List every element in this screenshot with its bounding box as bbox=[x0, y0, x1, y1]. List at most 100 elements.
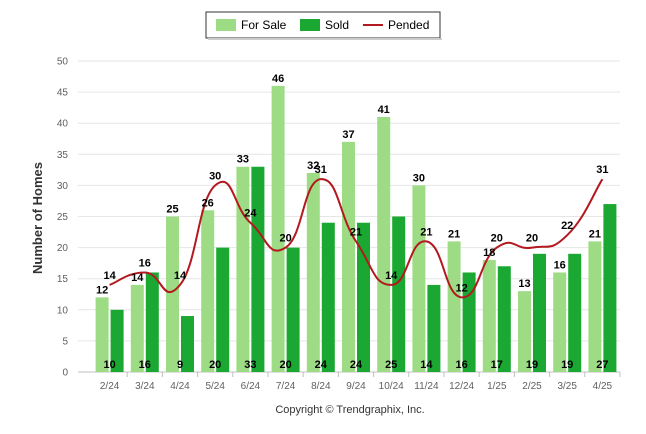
data-label-sold: 33 bbox=[244, 359, 256, 371]
bar-sold[interactable] bbox=[286, 247, 300, 372]
data-label-sold: 9 bbox=[177, 359, 183, 371]
x-axis-ticks: 2/24 3/24 4/24 5/24 6/24 7/24 8/24 9/24 10/24 11/… bbox=[100, 372, 621, 392]
bar-sold[interactable] bbox=[321, 222, 335, 372]
y-tick-label: 50 bbox=[57, 57, 69, 68]
data-label-pended: 24 bbox=[244, 208, 257, 220]
y-tick-label: 20 bbox=[57, 243, 69, 254]
bar-sold[interactable] bbox=[110, 309, 124, 372]
y-tick-label: 30 bbox=[57, 181, 69, 192]
data-label-for-sale: 26 bbox=[202, 197, 214, 209]
data-label-sold: 20 bbox=[279, 359, 291, 371]
x-tick-label: 4/25 bbox=[593, 381, 613, 392]
x-tick-label: 12/24 bbox=[449, 381, 474, 392]
data-label-pended: 20 bbox=[279, 233, 291, 245]
data-label-sold: 16 bbox=[455, 359, 467, 371]
bar-sold[interactable] bbox=[145, 272, 159, 372]
data-label-pended: 14 bbox=[103, 270, 116, 282]
data-label-sold: 10 bbox=[103, 359, 115, 371]
x-tick-label: 9/24 bbox=[346, 381, 366, 392]
pended-line bbox=[109, 178, 604, 299]
bar-sold[interactable] bbox=[603, 204, 617, 372]
data-label-for-sale: 32 bbox=[307, 160, 319, 172]
pended-series-line[interactable] bbox=[109, 178, 604, 299]
data-label-for-sale: 33 bbox=[237, 154, 249, 166]
data-label-for-sale: 30 bbox=[413, 172, 425, 184]
bar-for-sale[interactable] bbox=[130, 284, 144, 372]
y-tick-label: 25 bbox=[57, 212, 69, 223]
bar-sold[interactable] bbox=[392, 216, 406, 373]
data-label-sold: 24 bbox=[315, 359, 328, 371]
data-label-pended: 14 bbox=[174, 270, 187, 282]
legend-label-for-sale[interactable]: For Sale bbox=[241, 18, 287, 32]
data-label-pended: 20 bbox=[526, 233, 538, 245]
data-label-for-sale: 14 bbox=[131, 272, 144, 284]
bar-sold[interactable] bbox=[181, 316, 194, 372]
bar-for-sale[interactable] bbox=[377, 116, 391, 372]
y-tick-label: 15 bbox=[57, 274, 69, 285]
legend-box-shadow bbox=[208, 38, 442, 40]
bar-sold[interactable] bbox=[216, 247, 230, 372]
x-tick-label: 8/24 bbox=[311, 381, 331, 392]
y-tick-label: 35 bbox=[57, 150, 69, 161]
y-axis-label: Number of Homes bbox=[30, 162, 45, 274]
bar-sold[interactable] bbox=[427, 284, 441, 372]
data-label-sold: 20 bbox=[209, 359, 221, 371]
data-label-for-sale: 25 bbox=[166, 204, 178, 216]
data-label-sold: 14 bbox=[420, 359, 433, 371]
y-tick-label: 45 bbox=[57, 88, 69, 99]
data-label-pended: 22 bbox=[561, 220, 573, 232]
x-tick-label: 5/24 bbox=[205, 381, 225, 392]
x-tick-label: 4/24 bbox=[170, 381, 190, 392]
bar-sold[interactable] bbox=[568, 253, 582, 372]
bar-sold[interactable] bbox=[497, 266, 511, 372]
copyright-text: Copyright © Trendgraphix, Inc. bbox=[275, 404, 424, 416]
y-tick-label: 5 bbox=[62, 336, 68, 347]
bar-for-sale[interactable] bbox=[342, 141, 355, 372]
bar-for-sale[interactable] bbox=[412, 185, 426, 372]
legend-label-pended[interactable]: Pended bbox=[388, 18, 429, 32]
data-label-for-sale: 16 bbox=[554, 259, 566, 271]
legend-box bbox=[205, 11, 441, 39]
bar-for-sale[interactable] bbox=[95, 297, 109, 372]
bar-for-sale[interactable] bbox=[306, 172, 320, 372]
data-label-pended: 21 bbox=[420, 226, 432, 238]
data-label-pended: 31 bbox=[315, 164, 327, 176]
data-label-for-sale: 41 bbox=[378, 104, 390, 116]
data-label-for-sale: 13 bbox=[518, 278, 530, 290]
legend[interactable]: For Sale Sold Pended bbox=[205, 11, 442, 40]
x-tick-label: 10/24 bbox=[379, 381, 404, 392]
bar-for-sale[interactable] bbox=[553, 272, 567, 372]
y-tick-label: 0 bbox=[62, 368, 68, 379]
data-label-for-sale: 21 bbox=[589, 228, 601, 240]
x-tick-label: 1/25 bbox=[487, 381, 507, 392]
legend-swatch-for-sale bbox=[216, 19, 236, 31]
bar-sold[interactable] bbox=[533, 253, 546, 372]
x-tick-label: 2/25 bbox=[522, 381, 542, 392]
data-label-sold: 19 bbox=[561, 359, 573, 371]
bar-for-sale[interactable] bbox=[166, 216, 179, 373]
bar-for-sale[interactable] bbox=[518, 291, 531, 372]
data-label-sold: 17 bbox=[491, 359, 503, 371]
legend-label-sold[interactable]: Sold bbox=[325, 18, 349, 32]
bar-for-sale[interactable] bbox=[447, 241, 461, 372]
data-label-for-sale: 37 bbox=[342, 129, 354, 141]
x-tick-label: 7/24 bbox=[276, 381, 296, 392]
bar-for-sale[interactable] bbox=[482, 260, 496, 372]
data-label-sold: 19 bbox=[526, 359, 538, 371]
bar-for-sale[interactable] bbox=[236, 166, 250, 372]
data-label-pended: 30 bbox=[209, 170, 221, 182]
data-label-sold: 24 bbox=[350, 359, 363, 371]
bar-for-sale[interactable] bbox=[201, 210, 215, 372]
x-tick-label: 2/24 bbox=[100, 381, 120, 392]
y-tick-label: 40 bbox=[57, 119, 69, 130]
data-label-pended: 14 bbox=[385, 270, 398, 282]
bar-for-sale[interactable] bbox=[271, 85, 285, 372]
data-label-sold: 27 bbox=[596, 359, 608, 371]
data-label-pended: 21 bbox=[350, 226, 362, 238]
bar-sold[interactable] bbox=[251, 166, 265, 372]
x-tick-label: 11/24 bbox=[414, 381, 439, 392]
data-label-for-sale: 21 bbox=[448, 228, 460, 240]
y-tick-label: 10 bbox=[57, 305, 69, 316]
data-label-pended: 12 bbox=[455, 282, 467, 294]
bar-for-sale[interactable] bbox=[588, 241, 602, 372]
